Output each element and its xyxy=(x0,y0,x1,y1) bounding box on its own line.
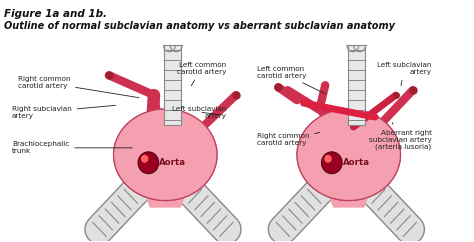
Ellipse shape xyxy=(297,109,401,201)
FancyBboxPatch shape xyxy=(164,45,181,125)
Text: Left common
carotid artery: Left common carotid artery xyxy=(256,66,326,94)
Polygon shape xyxy=(139,178,191,207)
Ellipse shape xyxy=(141,155,148,163)
Ellipse shape xyxy=(138,152,159,174)
Text: Figure 1a and 1b.: Figure 1a and 1b. xyxy=(4,9,108,19)
Text: Left subclavian
artery: Left subclavian artery xyxy=(172,106,227,119)
Text: Right common
carotid artery: Right common carotid artery xyxy=(256,132,319,146)
Ellipse shape xyxy=(297,109,401,201)
Polygon shape xyxy=(139,178,191,207)
Text: Left common
carotid artery: Left common carotid artery xyxy=(177,62,227,86)
Text: Aorta: Aorta xyxy=(159,158,186,167)
Text: Brachiocephalic
trunk: Brachiocephalic trunk xyxy=(12,141,132,154)
Polygon shape xyxy=(323,178,374,207)
FancyBboxPatch shape xyxy=(348,45,365,125)
Ellipse shape xyxy=(324,155,332,163)
Polygon shape xyxy=(323,178,374,207)
Text: Right common
carotid artery: Right common carotid artery xyxy=(18,76,139,98)
Text: Left subclavian
artery: Left subclavian artery xyxy=(377,62,431,85)
Text: Right subclavian
artery: Right subclavian artery xyxy=(12,105,116,119)
Ellipse shape xyxy=(114,109,217,201)
Ellipse shape xyxy=(321,152,342,174)
Text: Aorta: Aorta xyxy=(343,158,370,167)
Text: Outline of normal subclavian anatomy vs aberrant subclavian anatomy: Outline of normal subclavian anatomy vs … xyxy=(4,21,395,30)
Text: Aberrant right
subclavian artery
(arteria lusoria): Aberrant right subclavian artery (arteri… xyxy=(369,122,431,150)
Ellipse shape xyxy=(114,109,217,201)
